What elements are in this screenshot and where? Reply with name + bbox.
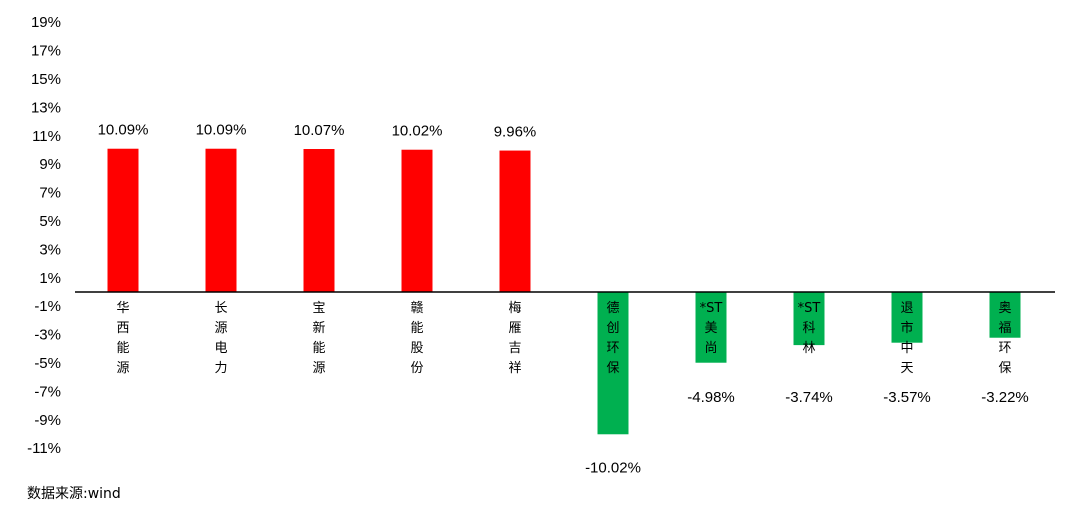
data-label: 10.09% [196,122,247,139]
bar [107,148,139,292]
y-tick-label: -5% [34,355,61,372]
category-label: 华西能源 [116,301,129,376]
y-tick-label: -1% [34,298,61,315]
y-tick-label: 9% [39,156,61,173]
bar [205,148,237,292]
data-label: 10.09% [98,122,149,139]
y-tick-label: 17% [31,43,61,60]
y-tick-label: -7% [34,383,61,400]
bar [597,292,629,435]
bar [989,292,1021,338]
y-tick-label: -11% [27,440,61,457]
data-label: -10.02% [585,459,641,476]
category-label: 梅雁吉祥 [508,301,521,376]
category-label: *ST 科林 [798,301,821,356]
data-label: -3.57% [883,389,931,406]
y-tick-label: 1% [39,270,61,287]
data-labels: 10.09% 10.09% 10.07% 10.02% 9.96% -10.02% -4.9… [98,122,1029,477]
category-label: 奥福环保 [998,301,1011,376]
category-label: *ST 美尚 [700,301,723,356]
bar [793,292,825,346]
y-tick-label: 19% [31,14,61,31]
data-label: 10.02% [392,123,443,140]
y-tick-label: -9% [34,412,61,429]
category-label: 德创环保 [606,301,619,376]
category-label: 长源电力 [214,301,227,376]
bar [499,150,531,292]
data-label: -3.22% [981,389,1029,406]
category-labels: 华西能源 长源电力 宝新能源 赣能股份 梅雁吉祥 德创环保 *ST 美尚 *ST 科林 退市中天 奥福… [116,301,1011,376]
data-label: 9.96% [494,124,537,141]
bars [107,148,1021,435]
y-tick-label: 7% [39,185,61,202]
bar [401,149,433,292]
bar [695,292,727,363]
bar [891,292,923,343]
data-label: 10.07% [294,122,345,139]
data-label: -4.98% [687,389,735,406]
category-label: 退市中天 [900,301,913,376]
bar [303,149,335,292]
y-tick-label: 13% [31,99,61,116]
y-tick-label: -3% [34,327,61,344]
y-tick-label: 5% [39,213,61,230]
y-tick-label: 15% [31,71,61,88]
category-label: 赣能股份 [410,301,423,376]
y-tick-label: 3% [39,241,61,258]
y-tick-label: 11% [32,128,61,145]
category-label: 宝新能源 [312,301,325,376]
source-note: 数据来源:wind [27,486,121,502]
y-axis: 19% 17% 15% 13% 11% 9% 7% 5% 3% 1% -1% -3% -5% -7% -9%… [27,14,61,457]
data-label: -3.74% [785,389,833,406]
